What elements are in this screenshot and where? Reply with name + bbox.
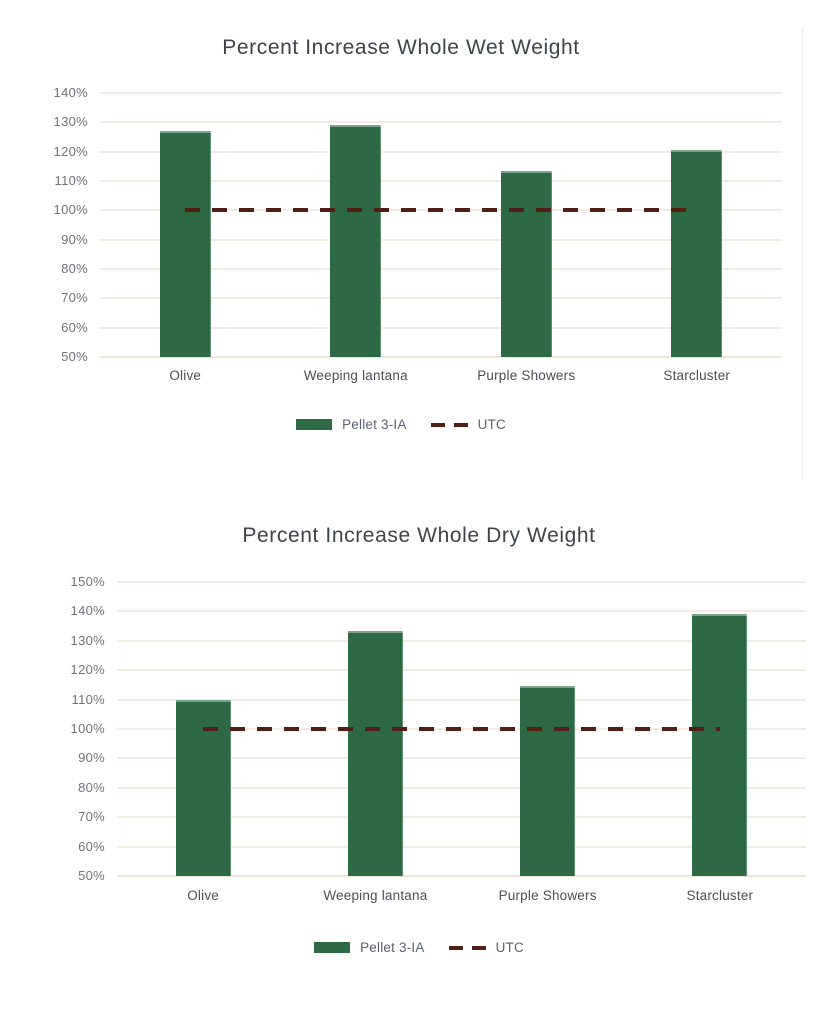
- plot-area: 150% 140% 130% 120% 110% 100% 90% 80% 70% 60% 50% O…: [71, 574, 806, 903]
- legend-dash-segment: [448, 945, 463, 950]
- legend-dash-segment: [430, 422, 445, 427]
- bar-pellet-3-ia: [692, 614, 748, 876]
- plot-area: 140% 130% 120% 110% 100% 90% 80% 70% 60% 50% Olive…: [54, 85, 782, 383]
- x-axis-category-label: Purple Showers: [477, 368, 576, 383]
- y-axis-tick-label: 100%: [70, 721, 105, 736]
- y-axis-tick-label: 120%: [53, 143, 88, 159]
- y-axis-tick-label: 80%: [61, 261, 88, 276]
- legend-dash-utc-icon: [448, 945, 486, 950]
- wet-weight-chart[interactable]: Percent Increase Whole Wet Weight 140% 13…: [0, 28, 803, 480]
- chart-legend: Pellet 3-IA UTC: [0, 417, 802, 432]
- y-axis-tick-label: 70%: [78, 809, 105, 825]
- x-axis-category-label: Olive: [169, 368, 202, 383]
- legend-label-utc: UTC: [477, 417, 506, 432]
- bar-pellet-3-ia: [500, 170, 552, 357]
- gridline: [100, 238, 782, 241]
- x-axis-category-label: Starcluster: [663, 368, 731, 383]
- x-axis-category-label: Olive: [187, 888, 219, 903]
- x-axis-category-label: Weeping lantana: [303, 368, 408, 383]
- bar-pellet-3-ia: [671, 150, 723, 357]
- gridline: [117, 845, 806, 848]
- dry-weight-chart[interactable]: Percent Increase Whole Dry Weight 150% 14…: [0, 506, 838, 976]
- gridline: [117, 639, 806, 642]
- y-axis-tick-label: 140%: [53, 85, 88, 100]
- y-axis-tick-label: 80%: [78, 779, 105, 795]
- legend-dash-utc-icon: [430, 422, 468, 427]
- gridline: [117, 757, 806, 760]
- gridline: [100, 121, 782, 124]
- legend-dash-segment: [453, 422, 468, 427]
- legend-label-utc: UTC: [495, 940, 524, 955]
- legend-label-pellet: Pellet 3-IA: [360, 940, 425, 955]
- gridline: [117, 786, 806, 789]
- y-axis-tick-label: 90%: [61, 231, 88, 247]
- gridline: [117, 669, 806, 672]
- gridline: [100, 92, 782, 94]
- y-axis-tick-label: 130%: [70, 632, 105, 648]
- bar-pellet-3-ia: [159, 131, 211, 357]
- gridline: [117, 581, 806, 583]
- y-axis-tick-label: 130%: [53, 114, 88, 130]
- y-axis-tick-label: 90%: [78, 750, 105, 766]
- y-axis-tick-label: 110%: [71, 691, 105, 707]
- gridline: [100, 297, 782, 300]
- gridline: [100, 150, 782, 153]
- x-axis-category-label: Weeping lantana: [323, 888, 428, 903]
- y-axis-tick-label: 60%: [61, 319, 88, 335]
- y-axis-tick-label: 140%: [70, 603, 105, 619]
- chart-title: Percent Increase Whole Dry Weight: [242, 524, 596, 547]
- gridline: [117, 816, 806, 819]
- gridline: [100, 180, 782, 182]
- gridline: [100, 326, 782, 329]
- y-axis-tick-label: 70%: [61, 290, 88, 306]
- legend-dash-segment: [471, 945, 486, 950]
- y-axis-tick-label: 50%: [78, 868, 105, 883]
- x-axis-category-label: Purple Showers: [498, 888, 597, 903]
- y-axis-tick-label: 110%: [54, 173, 88, 188]
- legend-swatch-pellet-icon: [314, 942, 351, 953]
- y-axis-tick-label: 50%: [61, 349, 88, 364]
- x-axis-category-label: Starcluster: [686, 888, 754, 903]
- legend-swatch-pellet-icon: [296, 419, 333, 430]
- legend-label-pellet: Pellet 3-IA: [342, 417, 407, 432]
- gridline: [117, 875, 806, 877]
- utc-reference-line: [203, 727, 720, 731]
- gridline: [117, 610, 806, 613]
- gridline: [100, 268, 782, 270]
- utc-reference-line: [185, 208, 697, 213]
- bar-pellet-3-ia: [520, 686, 576, 876]
- chart-legend: Pellet 3-IA UTC: [0, 940, 838, 955]
- gridline: [117, 698, 806, 701]
- y-axis-tick-label: 60%: [78, 838, 105, 854]
- y-axis-tick-label: 120%: [70, 662, 105, 678]
- bar-pellet-3-ia: [330, 125, 382, 357]
- y-axis-tick-label: 150%: [70, 574, 105, 589]
- bar-pellet-3-ia: [347, 630, 403, 876]
- gridline: [100, 356, 782, 358]
- chart-title: Percent Increase Whole Wet Weight: [222, 36, 580, 59]
- y-axis-tick-label: 100%: [53, 202, 88, 218]
